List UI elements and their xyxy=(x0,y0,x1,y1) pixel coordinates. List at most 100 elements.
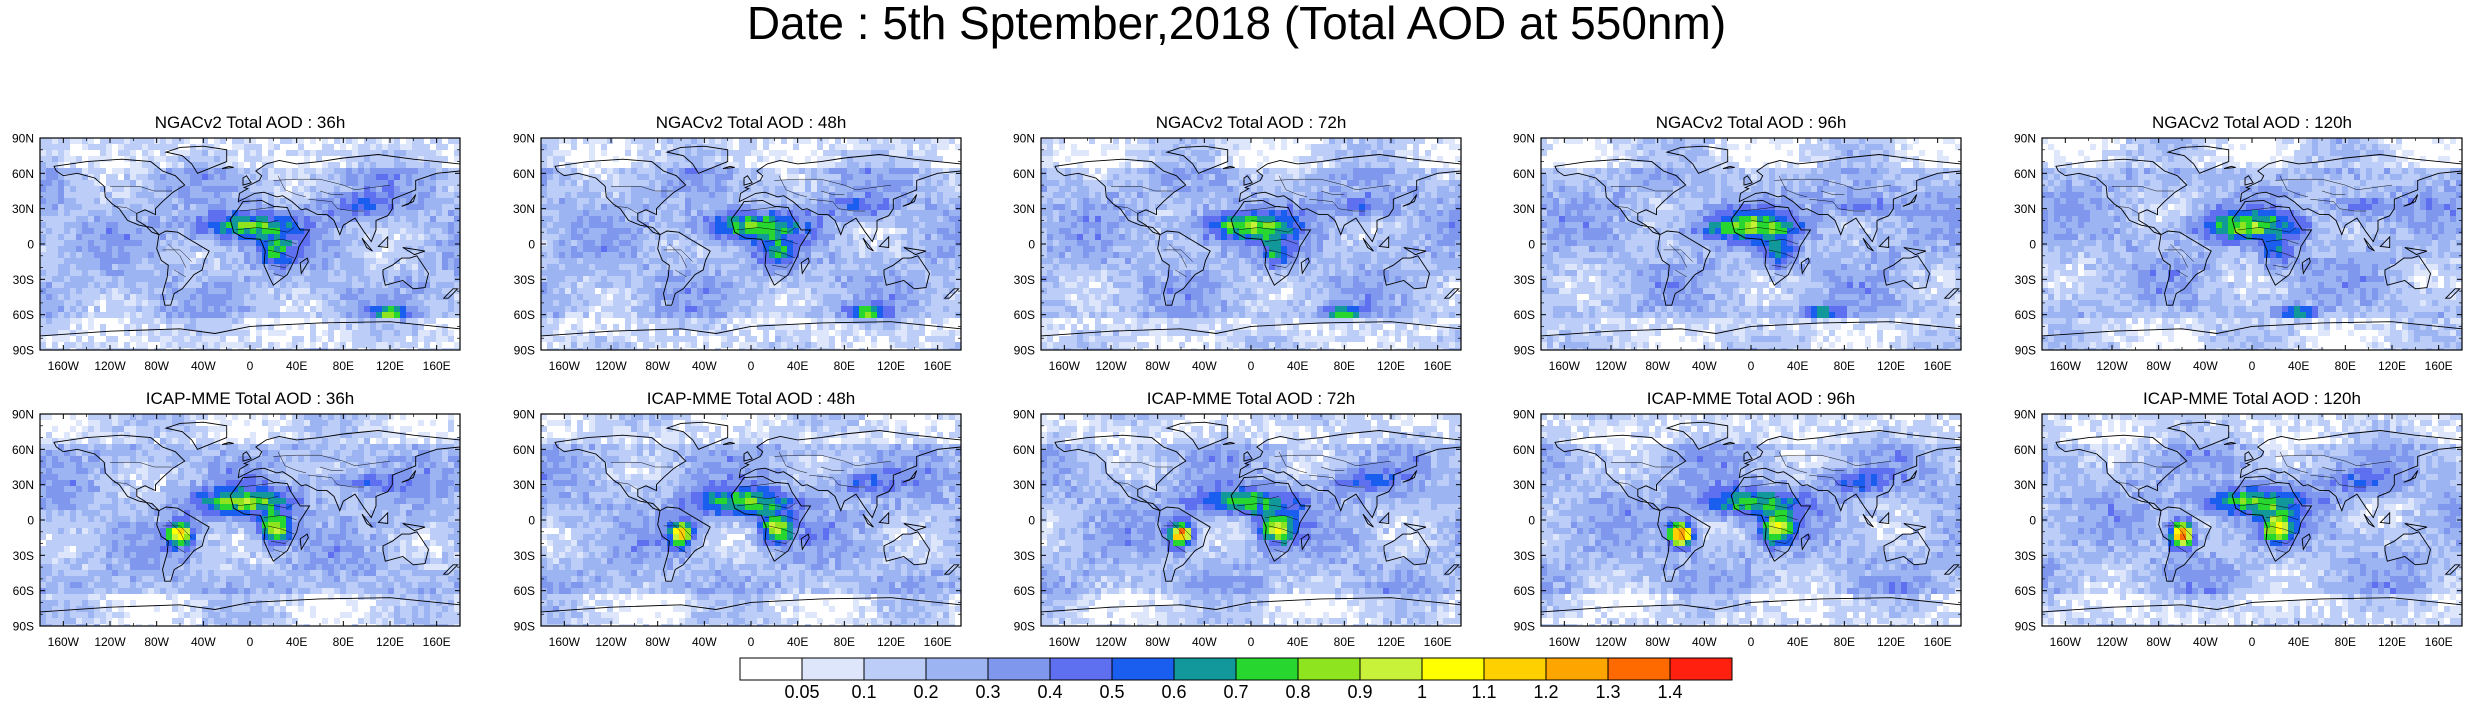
colorbar-swatch xyxy=(1359,657,1423,681)
lat-tick-label: 60N xyxy=(1013,443,1035,457)
lat-tick-label: 60N xyxy=(513,443,535,457)
colorbar-label: 1.3 xyxy=(1595,682,1620,701)
lon-tick-label: 40E xyxy=(286,635,307,649)
lat-tick-label: 0 xyxy=(1528,514,1535,528)
lon-tick-label: 0 xyxy=(1248,359,1255,373)
panel-title: ICAP-MME Total AOD : 120h xyxy=(2143,389,2361,408)
lon-tick-label: 120E xyxy=(877,635,905,649)
lon-tick-label: 80E xyxy=(2335,635,2356,649)
colorbar-swatch xyxy=(863,657,927,681)
aod-field xyxy=(40,414,460,626)
colorbar-swatch xyxy=(1173,657,1237,681)
colorbar-swatch xyxy=(801,657,865,681)
panel-title: NGACv2 Total AOD : 48h xyxy=(656,113,847,132)
lon-tick-label: 160E xyxy=(423,635,451,649)
lat-tick-label: 90S xyxy=(2015,620,2036,634)
lon-tick-label: 80E xyxy=(1334,635,1355,649)
lat-tick-label: 90S xyxy=(2015,344,2036,358)
panel-title: ICAP-MME Total AOD : 48h xyxy=(647,389,855,408)
colorbar-label: 0.1 xyxy=(851,682,876,701)
lon-tick-label: 0 xyxy=(748,635,755,649)
colorbar-label: 0.4 xyxy=(1037,682,1062,701)
lat-tick-label: 90S xyxy=(13,620,34,634)
panel-title: ICAP-MME Total AOD : 96h xyxy=(1647,389,1855,408)
aod-field xyxy=(40,138,460,350)
lat-tick-label: 60S xyxy=(1014,308,1035,322)
lat-tick-label: 60S xyxy=(13,584,34,598)
lon-tick-label: 160E xyxy=(1924,635,1952,649)
lon-tick-label: 80E xyxy=(834,635,855,649)
lat-tick-label: 30S xyxy=(2015,273,2036,287)
lat-tick-label: 60S xyxy=(2015,308,2036,322)
lat-tick-label: 60S xyxy=(2015,584,2036,598)
lat-tick-label: 30N xyxy=(1513,478,1535,492)
lon-tick-label: 0 xyxy=(1748,635,1755,649)
lon-tick-label: 120E xyxy=(1877,359,1905,373)
map-panel: NGACv2 Total AOD : 120h 90N 60N 30N 0 30S 60S 9… xyxy=(2014,113,2463,373)
lat-tick-label: 30S xyxy=(1514,549,1535,563)
lon-tick-label: 160W xyxy=(1549,635,1581,649)
aod-field xyxy=(1541,414,1961,626)
aod-field xyxy=(1541,138,1961,350)
lat-tick-label: 90S xyxy=(1014,620,1035,634)
lon-tick-label: 40W xyxy=(2193,635,2218,649)
lon-tick-label: 160W xyxy=(549,635,581,649)
lat-tick-label: 60N xyxy=(12,167,34,181)
country-borders xyxy=(1611,451,1892,554)
lat-tick-label: 90N xyxy=(1513,408,1535,422)
colorbar-label: 1.2 xyxy=(1533,682,1558,701)
lon-tick-label: 0 xyxy=(2249,359,2256,373)
lon-tick-label: 40E xyxy=(1287,359,1308,373)
lat-tick-label: 90N xyxy=(1013,408,1035,422)
lon-tick-label: 120E xyxy=(2378,359,2406,373)
lat-tick-label: 30N xyxy=(1013,478,1035,492)
lon-tick-label: 160W xyxy=(48,635,80,649)
lat-tick-label: 30S xyxy=(13,273,34,287)
lon-tick-label: 40E xyxy=(1287,635,1308,649)
lon-tick-label: 80E xyxy=(1834,359,1855,373)
colorbar-swatch xyxy=(739,657,803,681)
lat-tick-label: 60S xyxy=(514,308,535,322)
lat-tick-label: 30N xyxy=(513,202,535,216)
lat-tick-label: 30N xyxy=(2014,478,2036,492)
coastlines xyxy=(2042,421,2462,626)
colorbar-label: 0.3 xyxy=(975,682,1000,701)
colorbar-swatch xyxy=(1421,657,1485,681)
lon-tick-label: 120E xyxy=(1877,635,1905,649)
lat-tick-label: 60N xyxy=(513,167,535,181)
colorbar-label: 1 xyxy=(1417,682,1427,701)
lat-tick-label: 0 xyxy=(27,238,34,252)
colorbar-swatch xyxy=(1235,657,1299,681)
lon-tick-label: 80E xyxy=(333,359,354,373)
lat-tick-label: 0 xyxy=(2029,514,2036,528)
colorbar-swatch xyxy=(987,657,1051,681)
lon-tick-label: 0 xyxy=(1248,635,1255,649)
panel-title: ICAP-MME Total AOD : 36h xyxy=(146,389,354,408)
country-borders xyxy=(611,451,892,554)
lat-tick-label: 30S xyxy=(13,549,34,563)
lon-tick-label: 80W xyxy=(1145,635,1170,649)
lon-tick-label: 160E xyxy=(924,359,952,373)
lon-tick-label: 120E xyxy=(1377,635,1405,649)
lat-tick-label: 60S xyxy=(13,308,34,322)
map-panel: ICAP-MME Total AOD : 48h 90N 60N 30N 0 30S 60S… xyxy=(513,389,962,649)
lat-tick-label: 90S xyxy=(514,620,535,634)
lon-tick-label: 40W xyxy=(2193,359,2218,373)
lon-tick-label: 40W xyxy=(692,635,717,649)
lon-tick-label: 80E xyxy=(333,635,354,649)
lon-tick-label: 80E xyxy=(1834,635,1855,649)
lon-tick-label: 40E xyxy=(2288,635,2309,649)
lat-tick-label: 60N xyxy=(1013,167,1035,181)
coastlines xyxy=(2042,145,2462,350)
aod-field xyxy=(2042,414,2462,626)
panel-title: NGACv2 Total AOD : 120h xyxy=(2152,113,2352,132)
lat-tick-label: 90S xyxy=(514,344,535,358)
lon-tick-label: 80W xyxy=(645,359,670,373)
lon-tick-label: 120W xyxy=(595,359,627,373)
lat-tick-label: 30S xyxy=(1014,273,1035,287)
lon-tick-label: 40E xyxy=(787,359,808,373)
colorbar-label: 0.6 xyxy=(1161,682,1186,701)
lon-tick-label: 80W xyxy=(144,359,169,373)
lon-tick-label: 160E xyxy=(1424,635,1452,649)
lon-tick-label: 80W xyxy=(1145,359,1170,373)
